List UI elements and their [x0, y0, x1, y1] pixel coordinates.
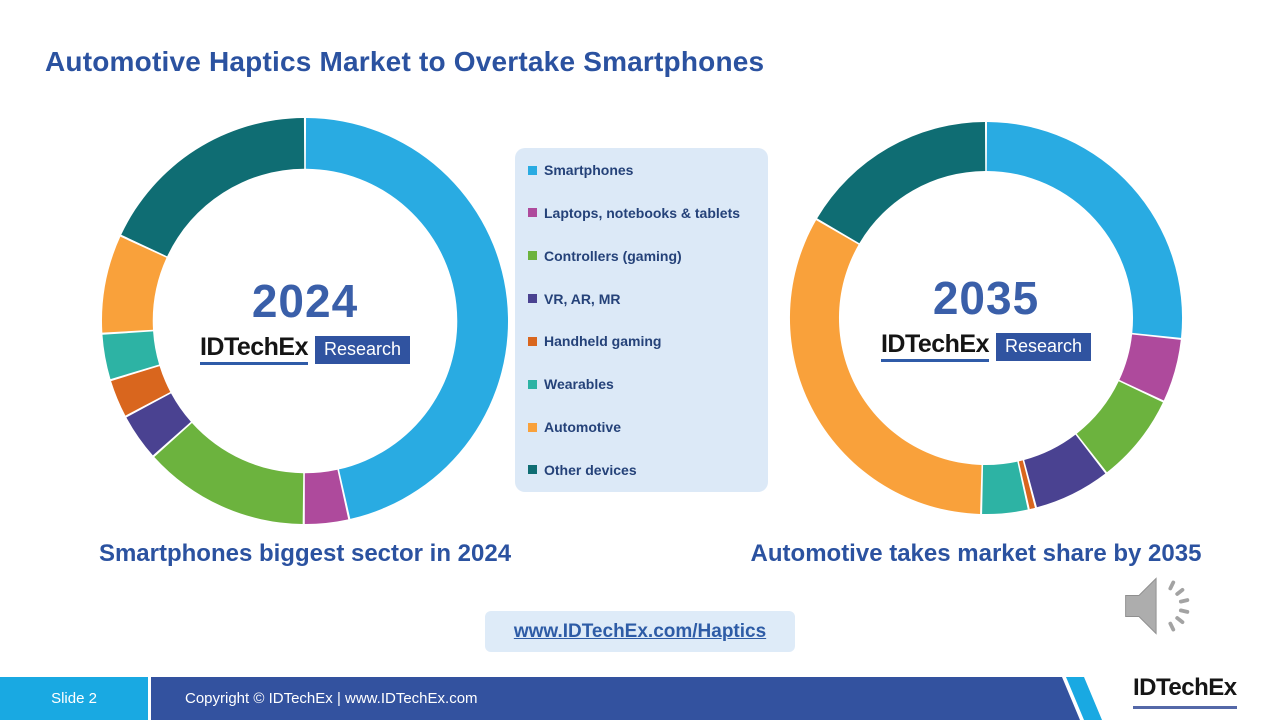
slide-title: Automotive Haptics Market to Overtake Sm…: [45, 46, 765, 77]
legend-swatch-icon: [528, 165, 537, 175]
donut-segment-handheld-gaming: [1018, 460, 1035, 510]
sound-wave-dash: [1175, 616, 1185, 625]
donut-segment-controllers-gaming-: [154, 423, 304, 524]
legend-swatch-icon: [528, 422, 537, 432]
donut-segment-smartphones: [986, 121, 1183, 338]
chart-legend: Smartphones Laptops, notebooks & tablets…: [515, 148, 768, 492]
donut-segment-wearables: [982, 461, 1028, 515]
donut-segment-smartphones: [305, 117, 509, 519]
donut-segment-controllers-gaming-: [1076, 381, 1163, 473]
donut-chart-2035: 2035 IDTechEx Research: [789, 121, 1183, 515]
donut-segment-laptops-notebooks-tablets: [304, 469, 349, 525]
donut-segment-wearables: [102, 331, 160, 380]
legend-item-vr-ar-mr: VR, AR, MR: [528, 291, 760, 307]
legend-item-laptops: Laptops, notebooks & tablets: [528, 205, 760, 221]
legend-item-other: Other devices: [528, 462, 760, 478]
copyright-text: Copyright © IDTechEx | www.IDTechEx.com: [185, 690, 478, 707]
legend-swatch-icon: [528, 379, 537, 389]
sound-wave-dash: [1178, 608, 1190, 614]
legend-item-wearables: Wearables: [528, 376, 760, 392]
legend-item-controllers: Controllers (gaming): [528, 248, 760, 264]
legend-swatch-icon: [528, 465, 537, 475]
haptics-link[interactable]: www.IDTechEx.com/Haptics: [513, 620, 767, 642]
legend-swatch-icon: [528, 208, 537, 218]
legend-swatch-icon: [528, 251, 537, 261]
donut-chart-2024: 2024 IDTechEx Research: [101, 117, 509, 525]
legend-swatch-icon: [528, 336, 537, 346]
sound-wave-dash: [1168, 580, 1176, 591]
donut-segment-handheld-gaming: [111, 366, 171, 416]
footer-bar: Copyright © IDTechEx | www.IDTechEx.com: [151, 677, 1080, 720]
donut-2035-svg: [789, 121, 1183, 515]
donut-segment-other-devices: [817, 121, 986, 244]
slide-number: Slide 2: [51, 690, 97, 707]
slide-number-box: Slide 2: [0, 677, 148, 720]
donut-segment-laptops-notebooks-tablets: [1119, 334, 1181, 401]
footer-idtechex-logo: IDTechEx: [1133, 674, 1237, 709]
donut-segment-automotive: [789, 220, 982, 514]
donut-segment-vr-ar-mr: [126, 393, 191, 456]
sound-wave-dash: [1168, 621, 1176, 632]
caption-2024: Smartphones biggest sector in 2024: [98, 540, 512, 567]
sound-wave-dash: [1175, 587, 1185, 596]
legend-item-smartphones: Smartphones: [528, 162, 760, 178]
donut-2024-svg: [101, 117, 509, 525]
legend-swatch-icon: [528, 294, 537, 304]
audio-speaker-icon[interactable]: [1118, 569, 1198, 643]
legend-item-automotive: Automotive: [528, 419, 760, 435]
caption-2035: Automotive takes market share by 2035: [750, 540, 1202, 567]
sound-wave-dash: [1178, 598, 1190, 604]
donut-segment-vr-ar-mr: [1024, 434, 1106, 508]
legend-item-handheld: Handheld gaming: [528, 333, 760, 349]
donut-segment-automotive: [101, 236, 167, 333]
donut-segment-other-devices: [121, 117, 305, 257]
haptics-link-box: www.IDTechEx.com/Haptics: [485, 611, 795, 652]
